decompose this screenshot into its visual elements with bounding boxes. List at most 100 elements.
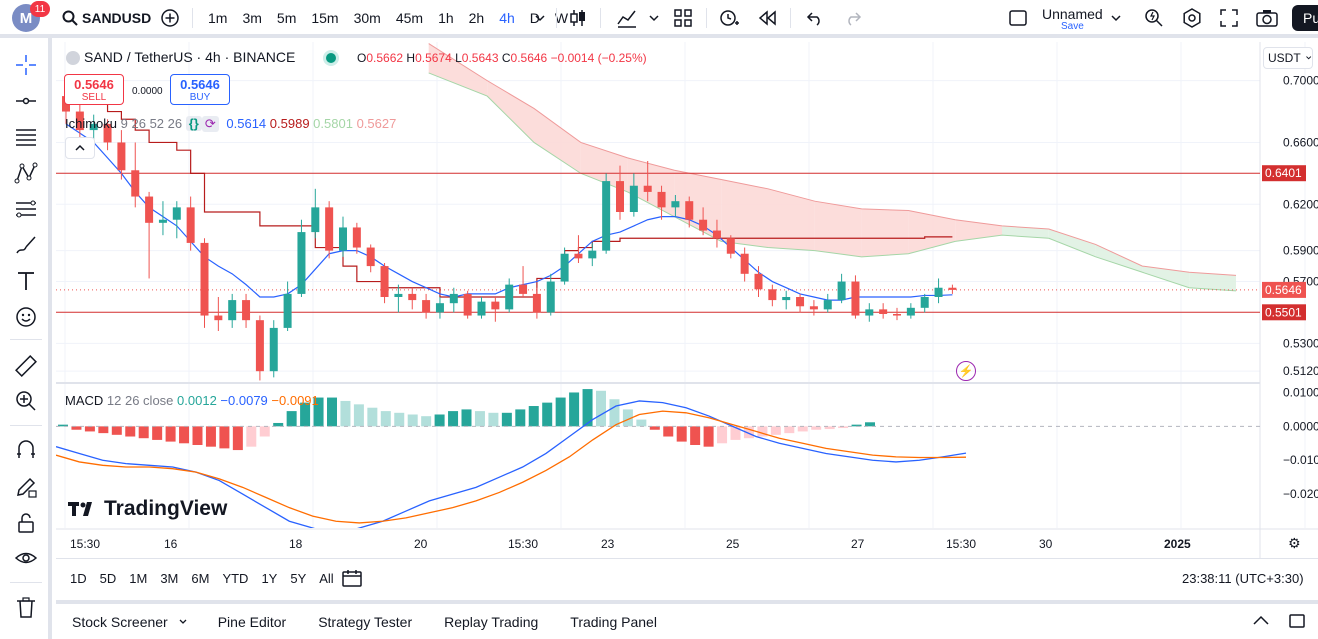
- undo-button[interactable]: [806, 0, 824, 36]
- publish-button[interactable]: Pu: [1292, 5, 1318, 31]
- candle[interactable]: [422, 293, 431, 319]
- candle[interactable]: [297, 219, 306, 297]
- collapse-panel-button[interactable]: [1252, 613, 1270, 632]
- hide-drawings-tool[interactable]: [12, 544, 40, 572]
- interval-4h[interactable]: 4h: [499, 10, 515, 26]
- clock-timezone[interactable]: 23:38:11 (UTC+3:30): [1182, 571, 1304, 586]
- candle[interactable]: [131, 142, 140, 208]
- candle[interactable]: [325, 201, 334, 259]
- interval-5m[interactable]: 5m: [276, 10, 297, 26]
- indicators-button[interactable]: [616, 0, 638, 36]
- candle[interactable]: [851, 275, 860, 319]
- fib-tool[interactable]: [12, 123, 40, 151]
- candle[interactable]: [616, 165, 624, 220]
- lock-drawings-tool[interactable]: [12, 509, 40, 537]
- interval-3m[interactable]: 3m: [242, 10, 262, 26]
- chart-area[interactable]: 0.7000 0.6600 0.6200 0.5900 0.5700 0.5300 0.51…: [56, 42, 1318, 558]
- candle[interactable]: [505, 278, 514, 313]
- compare-add-button[interactable]: [160, 0, 180, 36]
- fullscreen-button[interactable]: [1220, 0, 1238, 36]
- drawing-mode-tool[interactable]: [12, 473, 40, 501]
- range-1m[interactable]: 1M: [129, 570, 148, 586]
- panel-tab-pine-editor[interactable]: Pine Editor: [217, 613, 287, 630]
- layout-templates-button[interactable]: [674, 0, 692, 36]
- indicator-sync-icon[interactable]: ⟳: [201, 116, 219, 132]
- panel-tab-trading-panel[interactable]: Trading Panel: [570, 613, 657, 630]
- candle[interactable]: [228, 293, 237, 328]
- zoom-tool[interactable]: [12, 387, 40, 415]
- snapshot-button[interactable]: [1256, 0, 1278, 36]
- panel-tab-stock-screener[interactable]: Stock Screener: [72, 613, 168, 630]
- settings-button[interactable]: [1182, 0, 1202, 36]
- interval-1m[interactable]: 1m: [208, 10, 228, 26]
- candle[interactable]: [865, 303, 874, 322]
- candle[interactable]: [158, 201, 167, 236]
- candle[interactable]: [768, 284, 777, 307]
- candle[interactable]: [948, 284, 957, 294]
- indicator-code-icon[interactable]: {}: [185, 116, 202, 131]
- candle[interactable]: [740, 247, 749, 282]
- remove-drawings-tool[interactable]: [12, 594, 40, 622]
- candle[interactable]: [629, 173, 638, 217]
- candle[interactable]: [685, 196, 694, 228]
- range-1y[interactable]: 1Y: [261, 570, 278, 586]
- range-5d[interactable]: 5D: [99, 570, 117, 586]
- interval-D[interactable]: D: [529, 10, 540, 26]
- candle[interactable]: [920, 293, 929, 313]
- sell-button[interactable]: 0.5646 SELL: [64, 74, 124, 105]
- panel-tab-replay-trading[interactable]: Replay Trading: [444, 613, 539, 630]
- quick-search-button[interactable]: [1144, 0, 1164, 36]
- panel-tab-strategy-tester[interactable]: Strategy Tester: [318, 613, 413, 630]
- crosshair-tool[interactable]: [12, 51, 40, 79]
- candle[interactable]: [145, 191, 154, 279]
- candle[interactable]: [408, 287, 417, 310]
- interval-45m[interactable]: 45m: [395, 10, 424, 26]
- currency-selector[interactable]: USDT: [1263, 47, 1313, 69]
- candle[interactable]: [893, 307, 901, 321]
- candle[interactable]: [103, 119, 112, 151]
- candle[interactable]: [809, 300, 818, 316]
- axis-settings-icon[interactable]: ⚙: [1288, 536, 1301, 552]
- candle[interactable]: [117, 130, 126, 180]
- candle[interactable]: [726, 235, 735, 259]
- candle[interactable]: [934, 278, 943, 304]
- candle[interactable]: [699, 207, 708, 236]
- maximize-panel-button[interactable]: [1288, 612, 1306, 635]
- candle[interactable]: [602, 173, 611, 254]
- candle[interactable]: [754, 266, 763, 297]
- candle[interactable]: [352, 222, 361, 254]
- candle[interactable]: [214, 297, 223, 331]
- pattern-tool[interactable]: [12, 159, 40, 187]
- candle[interactable]: [394, 284, 403, 313]
- symbol-title[interactable]: SAND / TetherUS · 4h · BINANCE: [66, 49, 295, 66]
- candle[interactable]: [172, 201, 181, 239]
- alert-button[interactable]: [718, 0, 740, 36]
- candle[interactable]: [380, 263, 389, 304]
- brush-tool[interactable]: [12, 231, 40, 259]
- candle[interactable]: [574, 235, 583, 263]
- interval-dropdown[interactable]: [534, 0, 546, 36]
- interval-30m[interactable]: 30m: [353, 10, 381, 26]
- range-ytd[interactable]: YTD: [222, 570, 249, 586]
- candle[interactable]: [532, 287, 541, 319]
- candle[interactable]: [560, 247, 569, 285]
- candle[interactable]: [796, 293, 805, 313]
- candle[interactable]: [269, 320, 278, 378]
- range-1d[interactable]: 1D: [70, 570, 87, 586]
- redo-button[interactable]: [844, 0, 862, 36]
- layout-name[interactable]: Unnamed: [1042, 6, 1103, 22]
- buy-button[interactable]: 0.5646 BUY: [170, 74, 230, 105]
- interval-1h[interactable]: 1h: [438, 10, 454, 26]
- candle[interactable]: [449, 287, 458, 313]
- projection-tool[interactable]: [12, 195, 40, 223]
- candle[interactable]: [837, 273, 846, 304]
- collapse-legend-button[interactable]: [65, 137, 95, 159]
- layout-checkbox[interactable]: [1008, 0, 1028, 36]
- chart-type-button[interactable]: [568, 0, 588, 36]
- candle[interactable]: [546, 273, 555, 316]
- range-all[interactable]: All: [319, 570, 334, 586]
- macd-legend[interactable]: MACD 12 26 close 0.0012 −0.0079 −0.0091: [65, 393, 319, 408]
- emoji-tool[interactable]: [12, 303, 40, 331]
- candle[interactable]: [823, 293, 832, 313]
- candle[interactable]: [242, 293, 251, 328]
